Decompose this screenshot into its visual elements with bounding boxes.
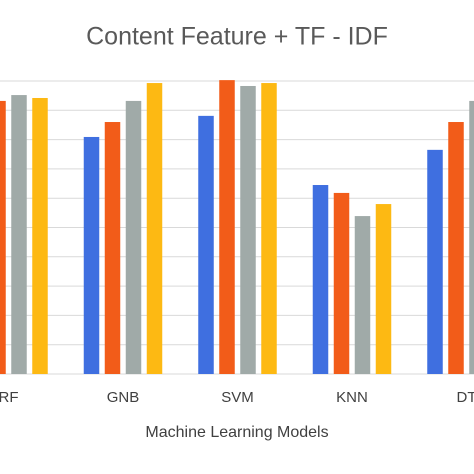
bar xyxy=(104,122,121,375)
x-tick-label: SVM xyxy=(221,389,254,406)
bar xyxy=(448,122,464,375)
bar xyxy=(11,95,27,375)
x-tick-label: RF xyxy=(0,389,19,406)
bar xyxy=(83,136,100,374)
x-tick-label: KNN xyxy=(336,389,368,406)
bar xyxy=(0,100,6,374)
bar xyxy=(312,185,329,374)
bar xyxy=(240,85,256,374)
bar xyxy=(198,115,214,374)
bar xyxy=(469,100,474,374)
chart-title: Content Feature + TF - IDF xyxy=(86,23,388,51)
x-axis-title: Machine Learning Models xyxy=(145,424,328,441)
x-tick-label: DT xyxy=(457,389,474,406)
bar xyxy=(354,216,371,374)
bar xyxy=(427,149,443,374)
bar xyxy=(32,97,48,374)
bar xyxy=(333,192,350,374)
bar xyxy=(146,83,163,375)
bar xyxy=(125,100,142,374)
x-tick-label: GNB xyxy=(107,389,140,406)
bar xyxy=(219,80,235,374)
bar xyxy=(261,83,277,375)
bar xyxy=(375,204,392,374)
